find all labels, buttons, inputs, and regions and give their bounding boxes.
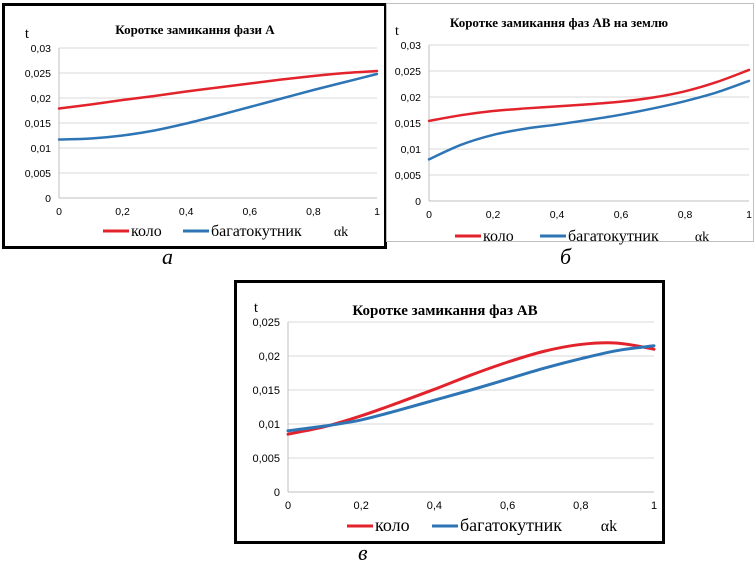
chart-a-x-tick-label: 0,2 <box>115 206 130 218</box>
chart-a-x-tick-label: 0 <box>56 206 62 218</box>
chart-a-x-tick-label: 0,6 <box>242 206 257 218</box>
chart-b-legend-label: коло <box>483 228 514 245</box>
chart-c-y-tick-label: 0,025 <box>252 317 280 329</box>
chart-a-y-tick-label: 0,005 <box>25 168 51 180</box>
caption-c: в <box>358 540 368 565</box>
chart-c-x-tick-label: 0,4 <box>427 500 442 512</box>
chart-c-x-tick-label: 0,8 <box>573 500 588 512</box>
chart-a-y-axis-label: t <box>25 26 30 42</box>
caption-b: б <box>560 244 572 269</box>
chart-c-y-tick-label: 0 <box>274 487 280 499</box>
chart-c-title: Коротке замикання фаз АВ <box>352 303 537 319</box>
chart-b-y-axis-label: t <box>395 24 399 39</box>
chart-a-series-line-polygon <box>57 72 379 141</box>
chart-b-y-tick-label: 0,02 <box>401 92 422 104</box>
chart-panel-b: Коротке замикання фаз АВ на землю t 0 0,005… <box>386 3 754 245</box>
chart-b-y-tick-label: 0,015 <box>395 118 421 130</box>
chart-panel-a: Коротке замикання фази А t 0 0,005 0,01 0,015… <box>2 3 387 249</box>
chart-b-series-line-polygon <box>427 79 751 161</box>
chart-b-legend-label: багатокутник <box>568 228 659 245</box>
caption-a: а <box>162 244 173 269</box>
chart-b-x-axis-label: αk <box>695 230 709 245</box>
chart-a-y-tick-label: 0,01 <box>31 143 52 155</box>
chart-c-y-tick-label: 0,01 <box>259 419 280 431</box>
chart-c-y-axis-label: t <box>254 300 259 316</box>
chart-b-y-tick-label: 0,01 <box>401 144 422 156</box>
chart-b-x-tick-label: 0,2 <box>486 209 501 221</box>
chart-a-title: Коротке замикання фази А <box>115 22 275 37</box>
chart-c-legend-label: багатокутник <box>460 515 562 535</box>
chart-c-series-line-polygon <box>286 344 656 433</box>
chart-c-y-tick-label: 0,005 <box>252 453 280 465</box>
chart-b-x-tick-label: 1 <box>746 209 752 221</box>
chart-c-legend-label: коло <box>375 515 410 535</box>
chart-a-y-tick-label: 0,03 <box>31 43 52 55</box>
chart-c-x-axis-label: αk <box>601 518 617 535</box>
chart-b-y-tick-label: 0,025 <box>395 66 421 78</box>
chart-c-x-tick-label: 0,2 <box>354 500 369 512</box>
chart-c-x-tick-label: 1 <box>651 500 657 512</box>
chart-c-y-tick-label: 0,015 <box>252 385 280 397</box>
chart-b-x-tick-label: 0,6 <box>614 209 629 221</box>
chart-a-svg: Коротке замикання фази А t 0 0,005 0,01 0,015… <box>25 22 380 240</box>
chart-a-legend-label: коло <box>131 223 162 240</box>
chart-c-y-tick-label: 0,02 <box>259 351 280 363</box>
chart-a-y-tick-label: 0,02 <box>31 93 52 105</box>
chart-a-y-tick-label: 0,015 <box>25 118 51 130</box>
chart-c-x-tick-label: 0 <box>285 500 291 512</box>
chart-c-series-line-circle <box>286 341 656 436</box>
chart-b-y-tick-label: 0 <box>415 196 421 208</box>
chart-a-x-tick-label: 0,8 <box>306 206 321 218</box>
chart-b-x-tick-label: 0,4 <box>550 209 565 221</box>
chart-c-x-tick-label: 0,6 <box>500 500 515 512</box>
chart-panel-c: Коротке замикання фаз АВ t 0 0,005 0,01 0,015… <box>234 280 665 544</box>
chart-a-series-line-circle <box>57 69 379 110</box>
chart-a-y-tick-label: 0 <box>45 193 51 205</box>
chart-b-x-tick-label: 0 <box>426 209 432 221</box>
chart-b-y-tick-label: 0,03 <box>401 40 422 52</box>
chart-a-x-tick-label: 1 <box>374 206 380 218</box>
chart-a-x-tick-label: 0,4 <box>179 206 194 218</box>
chart-b-y-tick-label: 0,005 <box>395 170 421 182</box>
chart-b-svg: Коротке замикання фаз АВ на землю t 0 0,005… <box>395 15 752 245</box>
chart-a-legend-label: багатокутник <box>211 223 302 240</box>
chart-a-y-tick-label: 0,025 <box>25 68 51 80</box>
chart-a-x-axis-label: αk <box>334 225 348 240</box>
chart-b-series-line-circle <box>427 68 751 123</box>
chart-b-title: Коротке замикання фаз АВ на землю <box>450 15 668 30</box>
chart-b-x-tick-label: 0,8 <box>678 209 693 221</box>
chart-c-svg: Коротке замикання фаз АВ t 0 0,005 0,01 0,015… <box>252 300 657 535</box>
